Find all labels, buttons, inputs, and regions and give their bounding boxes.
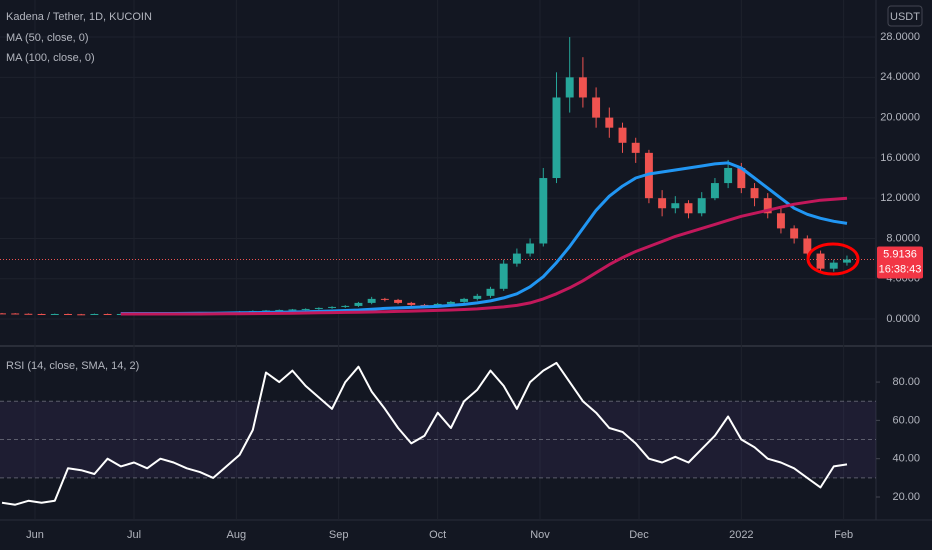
y-tick-label: 0.0000 — [886, 313, 920, 325]
candle-body — [671, 203, 680, 209]
ma-line — [120, 196, 848, 316]
y-tick-label: 24.0000 — [880, 71, 920, 83]
candle-body — [499, 263, 508, 289]
candle-body — [328, 306, 337, 308]
y-tick-label: 60.00 — [892, 414, 920, 426]
candle-body — [77, 314, 86, 316]
y-tick-label: 80.00 — [892, 376, 920, 388]
candle-body — [354, 302, 363, 306]
last-price-tag — [877, 246, 923, 279]
candle-body — [737, 167, 746, 189]
candle-body — [565, 77, 574, 98]
legend-entry: MA (50, close, 0) — [6, 32, 89, 44]
legend-entry: MA (100, close, 0) — [6, 52, 95, 64]
candle-body — [394, 299, 403, 303]
candle-body — [103, 313, 112, 315]
y-tick-label: 40.00 — [892, 453, 920, 465]
x-tick-label: Sep — [329, 529, 349, 541]
candle-body — [380, 298, 389, 300]
candle-body — [552, 97, 561, 179]
candle-body — [618, 127, 627, 143]
candle-body — [829, 262, 838, 269]
candle-body — [539, 178, 548, 244]
candle-body — [710, 183, 719, 199]
candle-body — [750, 188, 759, 199]
candle-body — [631, 142, 640, 153]
candle-body — [275, 309, 284, 311]
candle-body — [526, 243, 535, 254]
candle-body — [776, 213, 785, 229]
candle-body — [697, 198, 706, 214]
x-tick-label: Jul — [127, 529, 141, 541]
candle-body — [367, 298, 376, 303]
x-tick-label: Feb — [834, 529, 853, 541]
candle-body — [460, 298, 469, 302]
candle-body — [50, 313, 59, 315]
candle-body — [578, 77, 587, 98]
y-tick-label: 8.0000 — [886, 232, 920, 244]
candle-body — [724, 167, 733, 184]
candle-body — [684, 203, 693, 214]
candle-body — [842, 259, 851, 263]
candle-body — [64, 313, 72, 315]
x-tick-label: Oct — [429, 529, 446, 541]
x-tick-label: 2022 — [729, 529, 753, 541]
candle-body — [816, 253, 825, 269]
y-tick-label: 12.0000 — [880, 192, 920, 204]
currency-box[interactable] — [887, 5, 923, 27]
x-tick-label: Jun — [26, 529, 44, 541]
highlight-circle — [806, 242, 860, 276]
x-tick-label: Dec — [629, 529, 649, 541]
candle-body — [11, 313, 20, 315]
x-tick-label: Aug — [227, 529, 247, 541]
candle-body — [341, 305, 350, 307]
legend-entry: RSI (14, close, SMA, 14, 2) — [6, 360, 139, 372]
candle-body — [473, 295, 482, 299]
candle-body — [301, 308, 310, 310]
candle-body — [24, 313, 33, 315]
chart-title: Kadena / Tether, 1D, KUCOIN — [6, 11, 152, 23]
y-tick-label: 28.0000 — [880, 31, 920, 43]
candle-body — [407, 302, 416, 305]
candle-body — [658, 198, 667, 209]
x-tick-label: Nov — [530, 529, 550, 541]
plot-area — [0, 0, 876, 520]
candle-body — [605, 117, 614, 128]
rsi-line — [1, 361, 848, 506]
candle-body — [0, 313, 6, 315]
candle-body — [790, 228, 799, 239]
y-tick-label: 16.0000 — [880, 152, 920, 164]
candle-body — [486, 288, 495, 296]
candle-body — [314, 307, 323, 309]
y-tick-label: 20.0000 — [880, 112, 920, 124]
countdown-label: 16:38:43 — [879, 263, 922, 275]
candle-body — [446, 301, 455, 304]
candle-body — [803, 238, 812, 254]
candle-body — [288, 309, 297, 311]
last-price-label: 5.9136 — [883, 248, 917, 260]
candle-body — [592, 97, 601, 118]
candle-body — [37, 313, 46, 315]
currency-label[interactable]: USDT — [890, 11, 920, 23]
candle-body — [763, 198, 772, 214]
y-tick-label: 20.00 — [892, 491, 920, 503]
candle-body — [512, 253, 521, 264]
candle-body — [90, 313, 99, 315]
